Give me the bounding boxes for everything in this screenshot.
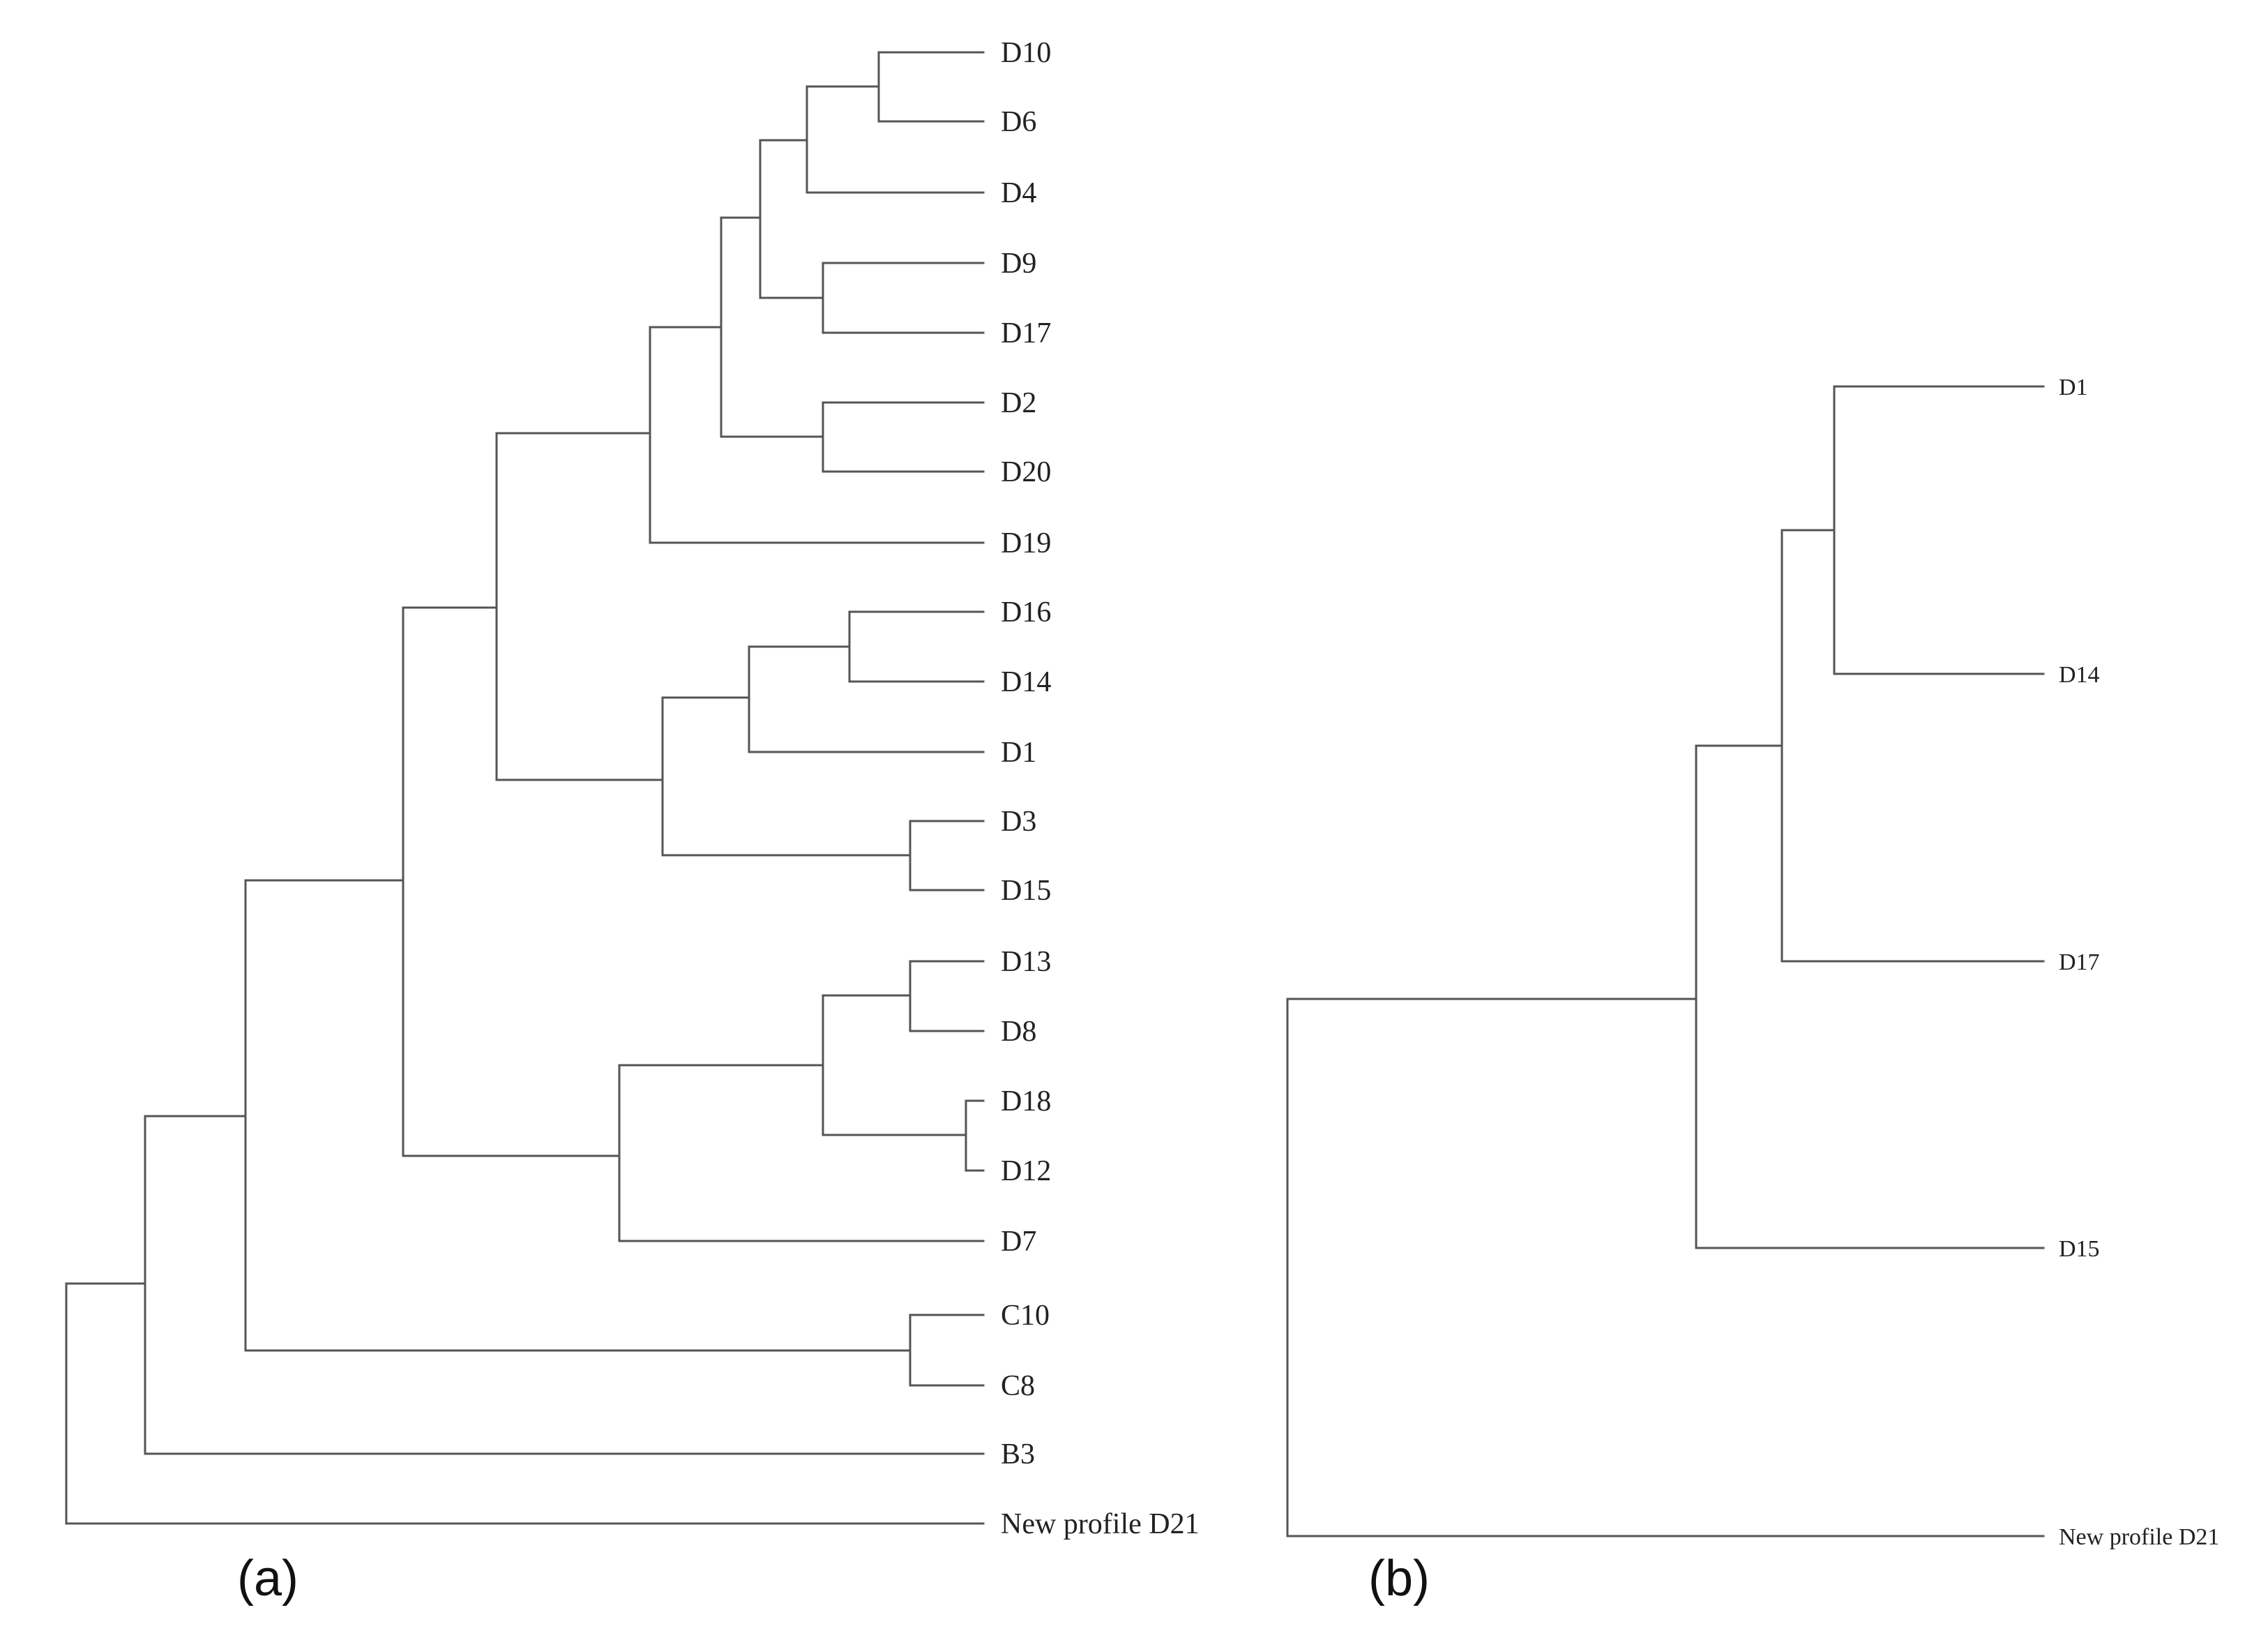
branch-a-c1-split [822, 994, 967, 1136]
panel-a-label: (a) [237, 1551, 298, 1607]
leaf-label-d14: D14 [1001, 666, 1051, 698]
leaf-label-d17: D17 [1001, 317, 1051, 349]
leaf-label-d2: D2 [1001, 387, 1036, 419]
leaf-label-b-d1: D1 [2059, 375, 2088, 400]
branch-a-c10-c8 [909, 1314, 985, 1387]
leaf-label-b-d15: D15 [2059, 1236, 2100, 1262]
leaf-label-b3: B3 [1001, 1438, 1035, 1470]
leaf-label-d15: D15 [1001, 875, 1051, 907]
leaf-label-d19: D19 [1001, 527, 1051, 559]
leaf-label-d8: D8 [1001, 1016, 1036, 1048]
leaf-label-d20: D20 [1001, 456, 1051, 488]
panel-b-branches [1286, 385, 2045, 1537]
leaf-label-d13: D13 [1001, 946, 1051, 978]
panel-a: D10 D6 D4 D9 D17 D2 D20 D19 D16 D14 D1 D… [65, 37, 1200, 1607]
branch-a-d4-split [806, 85, 985, 194]
branch-a-d19-split [649, 326, 985, 544]
leaf-label-b-new-profile-d21: New profile D21 [2059, 1524, 2219, 1550]
branch-a-d13-d8 [909, 960, 985, 1032]
panel-a-branches [65, 51, 985, 1525]
branch-b-root [1286, 998, 2045, 1537]
leaf-label-d4: D4 [1001, 177, 1036, 209]
branch-a-a3-split [759, 139, 824, 299]
branch-a-d1-split [748, 645, 985, 753]
branch-a-d16-d14 [848, 610, 985, 683]
branch-a-a2-split [720, 216, 824, 438]
branch-b-d15-split [1695, 744, 2045, 1249]
leaf-label-d18: D18 [1001, 1085, 1051, 1118]
leaf-label-d9: D9 [1001, 248, 1036, 280]
branch-a-b3-split [144, 1115, 985, 1455]
leaf-label-d1: D1 [1001, 737, 1036, 769]
leaf-label-b-d17: D17 [2059, 949, 2100, 975]
leaf-label-d16: D16 [1001, 596, 1051, 629]
branch-a-c-split [244, 879, 912, 1352]
leaf-label-c10: C10 [1001, 1300, 1050, 1332]
leaf-label-d7: D7 [1001, 1226, 1036, 1258]
leaf-label-d6: D6 [1001, 106, 1036, 138]
branch-a-d7-split [618, 1064, 985, 1242]
panel-b-label: (b) [1368, 1551, 1430, 1607]
leaf-label-d10: D10 [1001, 37, 1051, 69]
branch-a-d9-d17 [822, 262, 985, 334]
panel-b-leaf-labels: D1 D14 D17 D15 New profile D21 [2059, 375, 2219, 1550]
panel-a-leaf-labels: D10 D6 D4 D9 D17 D2 D20 D19 D16 D14 D1 D… [1001, 37, 1200, 1540]
branch-a-root [65, 1282, 985, 1525]
branch-a-d2-d20 [822, 401, 985, 473]
branch-a-d-split [402, 606, 621, 1157]
leaf-label-d12: D12 [1001, 1155, 1051, 1187]
branch-a-ab-split [495, 432, 664, 781]
leaf-label-d3: D3 [1001, 806, 1036, 838]
leaf-label-b-d14: D14 [2059, 662, 2100, 688]
branch-a-d18-d12 [965, 1099, 985, 1172]
branch-a-b1-split [661, 696, 912, 857]
leaf-label-new-profile-d21: New profile D21 [1001, 1508, 1200, 1540]
panel-b: D1 D14 D17 D15 New profile D21 (b) [1286, 375, 2219, 1607]
leaf-label-c8: C8 [1001, 1370, 1035, 1402]
branch-a-d10-d6 [877, 51, 985, 123]
branch-b-d1-d14 [1833, 385, 2045, 675]
branch-a-d3-d15 [909, 820, 985, 892]
branch-b-d17-split [1781, 529, 2045, 963]
